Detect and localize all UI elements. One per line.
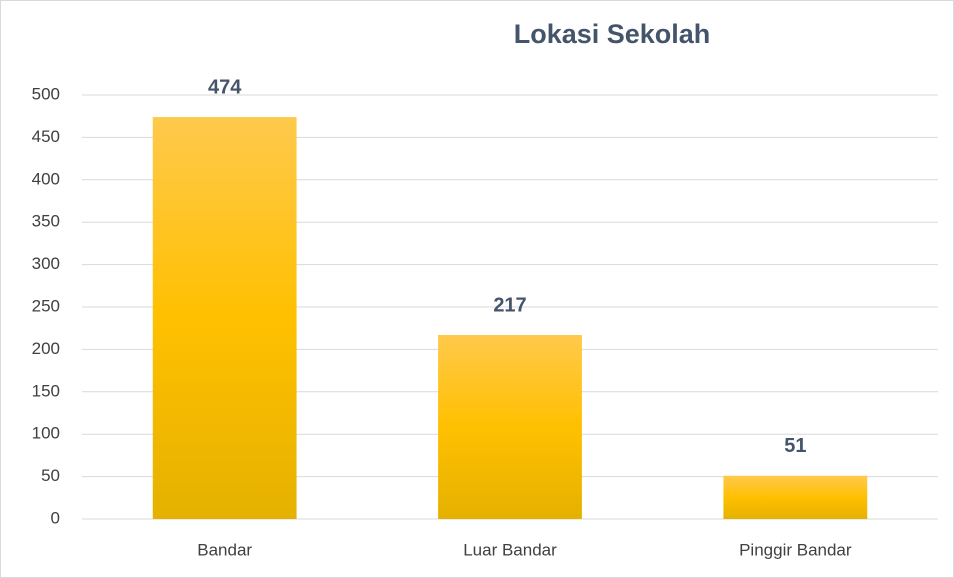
x-tick-label: Luar Bandar [463, 540, 557, 559]
y-tick-label: 500 [32, 84, 60, 103]
data-label: 217 [493, 294, 526, 316]
bar [723, 475, 868, 519]
y-tick-label: 0 [51, 508, 60, 527]
bar [152, 117, 297, 519]
y-tick-label: 400 [32, 169, 60, 188]
chart-title: Lokasi Sekolah [514, 19, 711, 49]
y-tick-label: 350 [32, 212, 60, 231]
y-tick-label: 450 [32, 127, 60, 146]
x-tick-label: Bandar [197, 540, 252, 559]
y-tick-label: 150 [32, 381, 60, 400]
y-tick-label: 100 [32, 424, 60, 443]
y-tick-label: 300 [32, 254, 60, 273]
y-tick-label: 200 [32, 339, 60, 358]
x-tick-label: Pinggir Bandar [739, 540, 852, 559]
bar [438, 334, 582, 519]
y-tick-label: 250 [32, 296, 60, 315]
y-tick-label: 50 [41, 466, 60, 485]
data-label: 474 [208, 76, 242, 98]
data-label: 51 [784, 435, 806, 457]
